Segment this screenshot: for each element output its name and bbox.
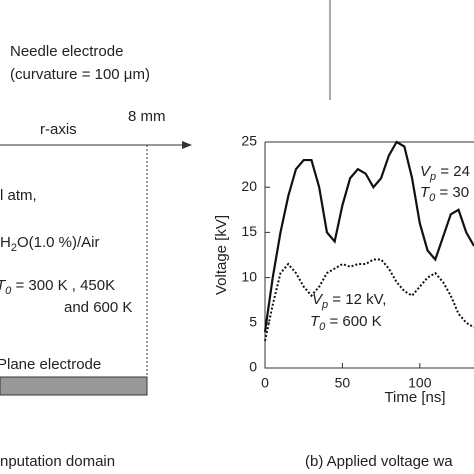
temp-label-2: and 600 K [64,299,132,316]
pressure-label: l atm, [0,187,37,204]
ann-part: = 24 [436,163,470,180]
ann-part: T [310,313,321,330]
ann-part: = 12 kV, [328,291,386,308]
annotation: T0 = 30 [420,184,469,204]
ann-sub: p [321,299,328,311]
y-tick-label: 15 [241,223,257,239]
y-tick-label: 25 [241,133,257,149]
plane-label: Plane electrode [0,356,101,373]
y-tick-label: 10 [241,268,257,284]
curvature-label: (curvature = 100 μm) [10,66,150,83]
ann-sub: 0 [429,192,436,204]
x-tick-label: 0 [261,375,269,391]
series-line [264,258,474,342]
x-tick-label: 50 [335,375,351,391]
temp-part: T [0,277,7,294]
arrow-head [182,141,192,149]
y-tick-label: 5 [249,314,257,330]
ann-part: V [420,163,432,180]
caption: (b) Applied voltage wa [305,453,453,470]
ann-sub: 0 [319,321,326,333]
temp-sub: 0 [5,285,12,297]
gas-sub: 2 [11,242,17,254]
x-tick-label: 100 [408,375,432,391]
gas-part: H [0,234,11,251]
needle-label: Needle electrode [10,43,123,60]
ann-part: = 600 K [325,313,381,330]
axis-label: r-axis [40,121,77,138]
distance-label: 8 mm [128,108,166,125]
temp-part: = 300 K , 450K [11,277,115,294]
annotation: Vp = 12 kV, [312,291,386,311]
annotation: T0 = 600 K [310,313,382,333]
y-tick-label: 20 [241,178,257,194]
ann-sub: p [429,171,436,183]
gas-part: O(1.0 %)/Air [17,234,100,251]
ann-part: T [420,184,431,201]
y-axis-title: Voltage [kV] [213,215,230,295]
temp-label: T0 = 300 K , 450K [0,277,115,297]
x-axis-title: Time [ns] [384,389,445,406]
gas-label: H2O(1.0 %)/Air [0,234,99,254]
ann-part: V [312,291,324,308]
y-tick-label: 0 [249,359,257,375]
plane-electrode [0,376,148,396]
ann-part: = 30 [435,184,469,201]
caption: nputation domain [0,453,115,470]
series-line [263,140,474,332]
annotation: Vp = 24 [420,163,470,183]
